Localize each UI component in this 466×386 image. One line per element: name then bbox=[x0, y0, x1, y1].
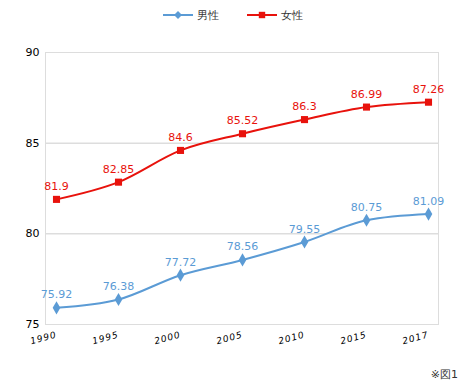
svg-text:2005: 2005 bbox=[215, 330, 244, 347]
svg-text:2017: 2017 bbox=[401, 330, 430, 347]
svg-text:84.6: 84.6 bbox=[168, 131, 193, 144]
svg-text:2015: 2015 bbox=[339, 330, 368, 347]
svg-text:2000: 2000 bbox=[153, 330, 182, 347]
html-text:※図1: ※図1 bbox=[430, 368, 458, 381]
svg-text:81.9: 81.9 bbox=[44, 180, 69, 193]
svg-text:86.3: 86.3 bbox=[292, 100, 317, 113]
svg-text:80.75: 80.75 bbox=[351, 201, 383, 214]
svg-text:75.92: 75.92 bbox=[41, 288, 73, 301]
svg-text:85.52: 85.52 bbox=[227, 114, 259, 127]
svg-text:85: 85 bbox=[26, 137, 40, 150]
html-text:女性: 女性 bbox=[281, 8, 303, 22]
svg-text:75: 75 bbox=[26, 318, 40, 331]
svg-text:77.72: 77.72 bbox=[165, 256, 197, 269]
svg-text:80: 80 bbox=[26, 227, 40, 240]
svg-text:1995: 1995 bbox=[91, 330, 120, 347]
svg-text:81.09: 81.09 bbox=[413, 195, 445, 208]
svg-text:1990: 1990 bbox=[29, 330, 58, 347]
svg-text:82.85: 82.85 bbox=[103, 163, 135, 176]
svg-text:76.38: 76.38 bbox=[103, 280, 135, 293]
svg-text:87.26: 87.26 bbox=[413, 83, 445, 96]
svg-text:90: 90 bbox=[26, 46, 40, 59]
svg-text:86.99: 86.99 bbox=[351, 88, 383, 101]
svg-text:79.55: 79.55 bbox=[289, 223, 321, 236]
svg-text:2010: 2010 bbox=[277, 330, 306, 347]
svg-text:78.56: 78.56 bbox=[227, 240, 259, 253]
html-text:男性: 男性 bbox=[197, 8, 219, 22]
